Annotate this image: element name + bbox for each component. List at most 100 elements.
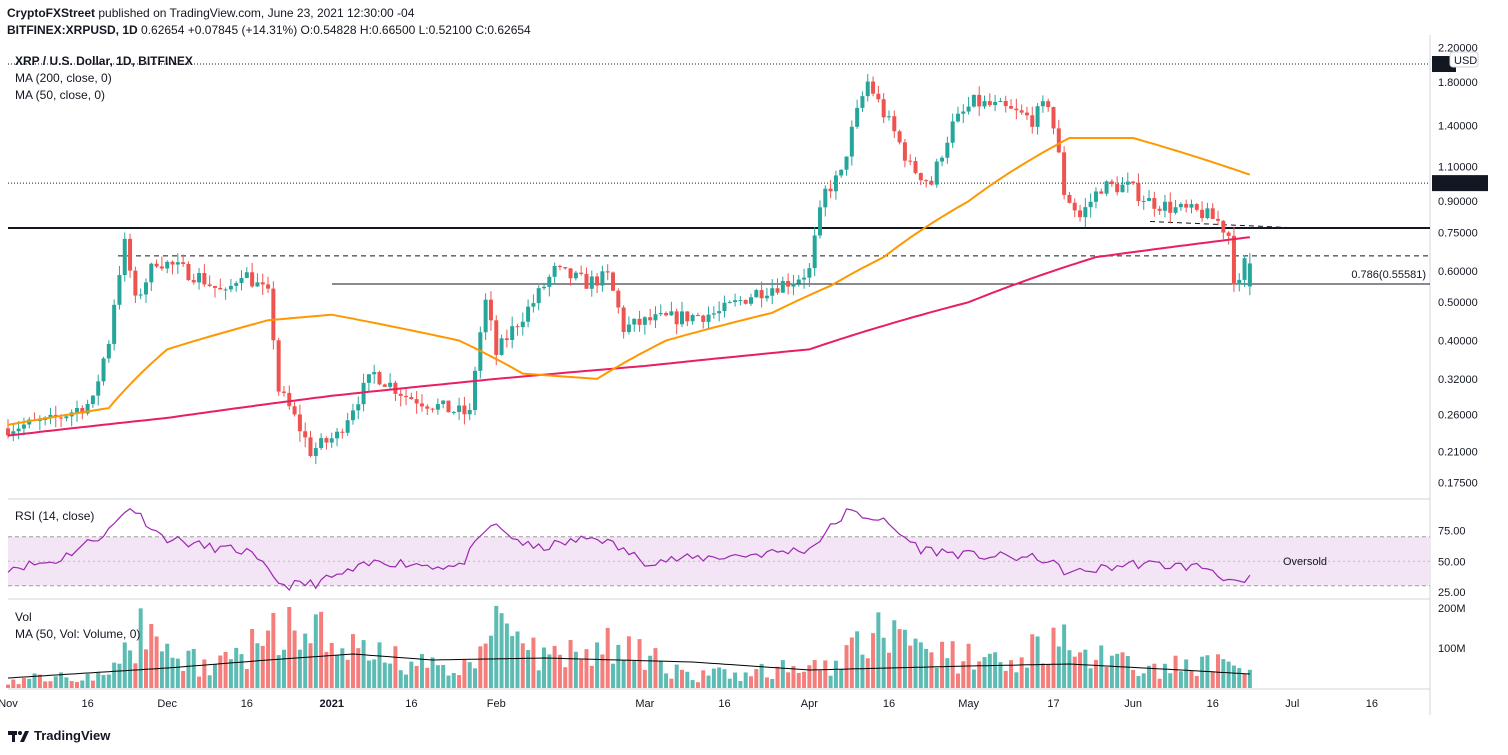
volume-bar <box>138 608 143 688</box>
volume-bar <box>605 627 610 688</box>
volume-bar <box>372 659 377 688</box>
candle-body <box>48 414 53 418</box>
volume-bar <box>430 657 435 688</box>
volume-bar <box>664 673 669 688</box>
candle-body <box>165 261 170 269</box>
volume-bar <box>1115 653 1120 688</box>
volume-bar <box>244 669 249 688</box>
chart-legend: XRP / U.S. Dollar, 1D, BITFINEX MA (200,… <box>15 53 193 104</box>
candle-body <box>451 412 456 414</box>
price-axis-tick: 0.32000 <box>1438 374 1478 386</box>
candle-body <box>1173 207 1178 213</box>
volume-bar <box>313 614 318 688</box>
volume-bar <box>754 669 759 688</box>
candle-body <box>117 275 122 305</box>
volume-bar <box>425 667 430 688</box>
candle-body <box>1226 232 1231 236</box>
legend-title[interactable]: XRP / U.S. Dollar, 1D, BITFINEX <box>15 54 193 68</box>
rsi-legend[interactable]: RSI (14, close) <box>15 509 95 523</box>
candle-body <box>377 372 382 385</box>
level-marker-badge <box>1432 175 1488 192</box>
candle-body <box>1056 128 1061 153</box>
candle-body <box>945 142 950 158</box>
candle-body <box>128 238 133 271</box>
candle-body <box>998 100 1003 102</box>
volume-bar <box>791 666 796 688</box>
chart-header: CryptoFXStreet published on TradingView.… <box>7 5 531 39</box>
time-axis-tick: Apr <box>801 698 818 710</box>
legend-ma200[interactable]: MA (200, close, 0) <box>15 71 112 85</box>
volume-bar <box>674 664 679 688</box>
symbol-label[interactable]: BITFINEX:XRPUSD, 1D <box>7 23 138 37</box>
candle-body <box>515 326 520 328</box>
candle-body <box>260 282 265 285</box>
candle-body <box>1019 110 1024 113</box>
volume-bar <box>276 655 281 688</box>
volume-bar <box>982 657 987 688</box>
volume-bar <box>642 669 647 688</box>
fib-level-label: 0.786(0.55581) <box>1351 269 1426 281</box>
candle-body <box>886 116 891 118</box>
volume-bar <box>940 641 945 688</box>
candle-body <box>1152 198 1157 209</box>
volume-bar <box>860 654 865 688</box>
volume-bar <box>21 678 26 688</box>
candle-body <box>1221 220 1226 233</box>
candle-body <box>526 306 531 322</box>
price-axis-tick: 0.50000 <box>1438 297 1478 309</box>
candle-body <box>817 207 822 236</box>
tradingview-logo-icon <box>8 730 29 742</box>
volume-bar <box>1051 627 1056 688</box>
candle-body <box>430 408 435 410</box>
last-candle-body <box>1247 263 1252 287</box>
candle-body <box>350 410 355 421</box>
price-axis-tick: 0.90000 <box>1438 196 1478 208</box>
volume-bar <box>1152 663 1157 688</box>
candle-body <box>950 121 955 143</box>
volume-bar <box>733 672 738 688</box>
candle-body <box>419 403 424 407</box>
candle-body <box>626 324 631 333</box>
candle-body <box>1115 184 1120 193</box>
candle-body <box>934 161 939 185</box>
time-axis-tick: Jun <box>1124 698 1142 710</box>
candle-body <box>833 175 838 192</box>
volume-bar <box>398 670 403 688</box>
vol-legend-title[interactable]: Vol <box>15 610 32 624</box>
candle-body <box>212 285 217 288</box>
candle-body <box>743 300 748 304</box>
time-axis-tick: Jul <box>1285 698 1299 710</box>
candle-body <box>531 303 536 307</box>
volume-bar <box>409 661 414 688</box>
price-axis-tick: 1.80000 <box>1438 77 1478 89</box>
candle-body <box>918 173 923 181</box>
candle-body <box>494 320 499 355</box>
legend-ma50[interactable]: MA (50, close, 0) <box>15 88 106 102</box>
volume-bar <box>101 674 106 688</box>
candle-body <box>287 392 292 407</box>
volume-bar <box>515 631 520 688</box>
volume-bar <box>780 660 785 688</box>
candle-body <box>971 94 976 107</box>
volume-bar <box>807 665 812 688</box>
candle-body <box>717 311 722 314</box>
volume-bar <box>133 663 138 688</box>
volume-bar <box>1099 645 1104 688</box>
volume-bar <box>303 633 308 688</box>
tradingview-footer[interactable]: TradingView <box>8 728 110 743</box>
time-axis-tick: 16 <box>718 698 730 710</box>
candle-body <box>993 101 998 106</box>
volume-bar <box>536 670 541 688</box>
volume-bar <box>319 611 324 688</box>
volume-bar <box>1019 657 1024 688</box>
volume-bar <box>1168 673 1173 688</box>
author-name[interactable]: CryptoFXStreet <box>7 6 96 20</box>
candle-body <box>823 188 828 208</box>
candle-body <box>1242 258 1247 280</box>
candle-body <box>1109 181 1114 185</box>
candle-body <box>85 404 90 414</box>
volume-bar <box>1141 673 1146 688</box>
vol-ma-legend[interactable]: MA (50, Vol: Volume, 0) <box>15 627 141 641</box>
volume-bar <box>865 658 870 688</box>
